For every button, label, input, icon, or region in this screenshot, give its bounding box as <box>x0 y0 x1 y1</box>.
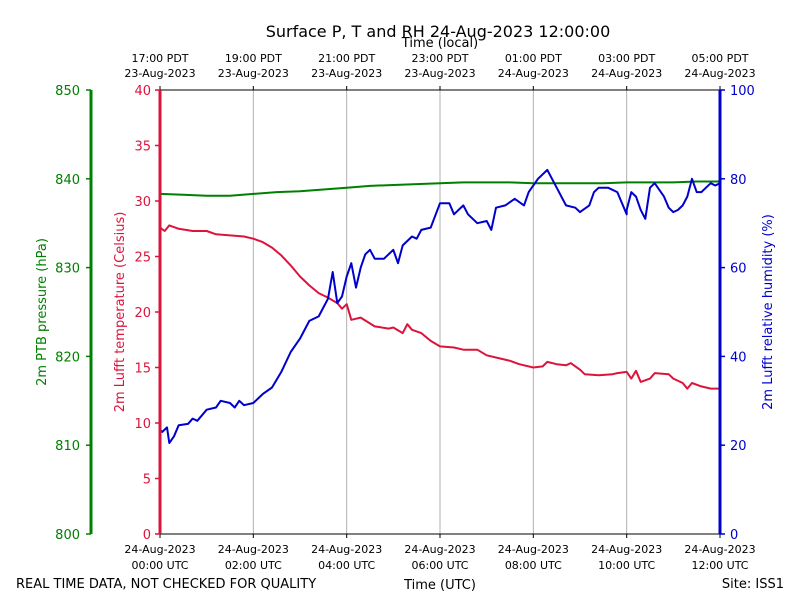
x-axis-label: Time (UTC) <box>403 578 476 593</box>
pressure-tick-label: 850 <box>55 84 80 99</box>
axes <box>86 86 725 538</box>
temperature-axis-label: 2m Lufft temperature (Celsius) <box>113 212 128 413</box>
x-tick-date: 24-Aug-2023 <box>124 543 195 556</box>
x-tick-date: 24-Aug-2023 <box>498 543 569 556</box>
temperature-tick-label: 0 <box>143 528 151 543</box>
humidity-tick-label: 100 <box>730 84 755 99</box>
temperature-series-line <box>159 224 720 390</box>
top-tick-date: 23-Aug-2023 <box>218 67 289 80</box>
top-tick-time: 19:00 PDT <box>225 52 282 65</box>
top-tick-time: 21:00 PDT <box>318 52 375 65</box>
humidity-tick-label: 80 <box>730 173 747 188</box>
top-tick-time: 05:00 PDT <box>691 52 748 65</box>
top-tick-date: 23-Aug-2023 <box>404 67 475 80</box>
temperature-tick-label: 15 <box>134 362 151 377</box>
top-tick-time: 01:00 PDT <box>505 52 562 65</box>
humidity-tick-label: 40 <box>730 350 747 365</box>
x-tick-time: 02:00 UTC <box>225 559 282 572</box>
temperature-tick-label: 25 <box>134 251 151 266</box>
temperature-tick-label: 10 <box>134 417 151 432</box>
x-tick-date: 24-Aug-2023 <box>218 543 289 556</box>
top-tick-date: 23-Aug-2023 <box>311 67 382 80</box>
x-tick-time: 12:00 UTC <box>691 559 748 572</box>
humidity-axis-label: 2m Lufft relative humidity (%) <box>761 214 776 410</box>
footer-right: Site: ISS1 <box>722 577 784 592</box>
x-tick-date: 24-Aug-2023 <box>311 543 382 556</box>
humidity-tick-label: 0 <box>730 528 738 543</box>
top-tick-date: 24-Aug-2023 <box>498 67 569 80</box>
temperature-tick-label: 20 <box>134 306 151 321</box>
humidity-tick-label: 20 <box>730 439 747 454</box>
top-axis-label: Time (local) <box>401 36 478 51</box>
x-tick-time: 06:00 UTC <box>411 559 468 572</box>
grid <box>252 90 628 534</box>
pressure-tick-label: 800 <box>55 528 80 543</box>
x-tick-time: 08:00 UTC <box>505 559 562 572</box>
temperature-tick-label: 35 <box>134 140 151 155</box>
pressure-tick-label: 840 <box>55 173 80 188</box>
temperature-tick-label: 30 <box>134 195 151 210</box>
x-tick-date: 24-Aug-2023 <box>684 543 755 556</box>
top-tick-time: 03:00 PDT <box>598 52 655 65</box>
pressure-axis-label: 2m PTB pressure (hPa) <box>35 238 50 386</box>
top-tick-date: 24-Aug-2023 <box>591 67 662 80</box>
x-tick-date: 24-Aug-2023 <box>591 543 662 556</box>
tick-labels: 24-Aug-2023 00:00 UTC 24-Aug-2023 02:00 UTC… <box>55 52 755 572</box>
pressure-tick-label: 810 <box>55 439 80 454</box>
chart-title: Surface P, T and RH 24-Aug-2023 12:00:00 <box>266 22 611 41</box>
top-tick-date: 24-Aug-2023 <box>684 67 755 80</box>
pressure-tick-label: 830 <box>55 262 80 277</box>
x-tick-date: 24-Aug-2023 <box>404 543 475 556</box>
temperature-tick-label: 5 <box>143 473 151 488</box>
top-tick-date: 23-Aug-2023 <box>124 67 195 80</box>
x-tick-time: 00:00 UTC <box>131 559 188 572</box>
humidity-tick-label: 60 <box>730 262 747 277</box>
temperature-tick-label: 40 <box>134 84 151 99</box>
series-lines <box>159 168 721 444</box>
x-tick-time: 10:00 UTC <box>598 559 655 572</box>
humidity-series-line <box>159 168 721 444</box>
top-tick-time: 17:00 PDT <box>131 52 188 65</box>
pressure-series-line <box>159 180 720 197</box>
x-tick-time: 04:00 UTC <box>318 559 375 572</box>
top-tick-time: 23:00 PDT <box>411 52 468 65</box>
footer-left: REAL TIME DATA, NOT CHECKED FOR QUALITY <box>16 577 316 592</box>
pressure-tick-label: 820 <box>55 350 80 365</box>
